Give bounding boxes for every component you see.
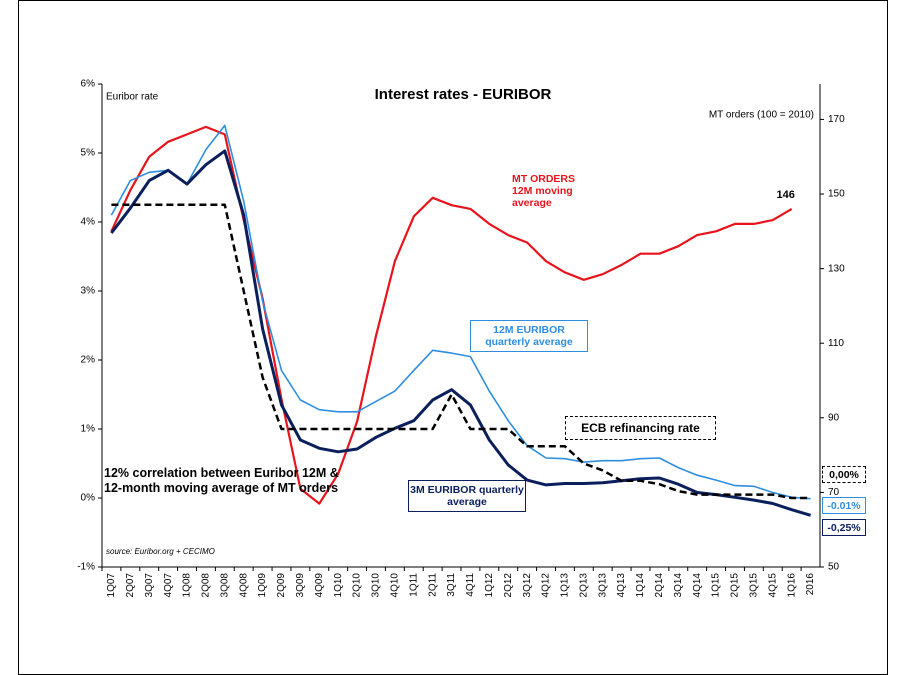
- x-tick-label: 4Q14: [692, 573, 703, 598]
- y-tick-label: 1%: [81, 424, 96, 435]
- y2-tick-label: 110: [828, 338, 844, 349]
- x-tick-label: 1Q14: [635, 573, 646, 598]
- series-label: MT ORDERS 12M moving average: [512, 173, 575, 209]
- x-tick-label: 3Q11: [446, 573, 457, 597]
- x-tick-label: 3Q13: [597, 573, 608, 598]
- y-tick-label: -1%: [77, 562, 95, 573]
- x-tick-label: 4Q13: [616, 573, 627, 598]
- x-tick-label: 4Q08: [238, 573, 249, 598]
- x-tick-label: 2016: [805, 573, 816, 596]
- series-label: ECB refinancing rate: [565, 416, 716, 440]
- x-tick-label: 3Q07: [144, 573, 155, 598]
- x-tick-label: 2Q15: [730, 573, 741, 598]
- x-tick-label: 1Q13: [560, 573, 571, 598]
- y-tick-label: 6%: [81, 79, 96, 90]
- x-tick-label: 4Q09: [314, 573, 325, 598]
- y-tick-label: 5%: [81, 148, 96, 159]
- series-line: [111, 203, 811, 500]
- chart-title: Interest rates - EURIBOR: [375, 86, 552, 103]
- series-label: 12M EURIBOR quarterly average: [470, 320, 588, 352]
- series-line: [110, 125, 793, 505]
- x-tick-label: 2Q09: [276, 573, 287, 598]
- source: source: Euribor.org + CECIMO: [106, 547, 215, 556]
- x-tick-label: 2Q13: [578, 573, 589, 598]
- y2-tick-label: 50: [828, 562, 840, 573]
- x-tick-label: 3Q12: [522, 573, 533, 598]
- x-tick-label: 1Q07: [106, 573, 117, 598]
- x-tick-label: 1Q15: [711, 573, 722, 598]
- series-line: [110, 124, 811, 500]
- y-tick-label: 3%: [81, 286, 96, 297]
- x-tick-label: 4Q07: [163, 573, 174, 598]
- x-tick-label: 3Q10: [371, 573, 382, 598]
- x-tick-label: 3Q14: [673, 573, 684, 598]
- end-value-label: 0,00%: [822, 466, 866, 483]
- y-axis-label: Euribor rate: [106, 92, 159, 103]
- x-tick-label: 4Q10: [390, 573, 401, 598]
- x-tick-label: 1Q08: [182, 573, 193, 598]
- x-tick-label: 2Q14: [654, 573, 665, 598]
- end-value-label: -0.01%: [822, 497, 866, 514]
- y-tick-label: 2%: [81, 355, 96, 366]
- x-tick-label: 1Q09: [257, 573, 268, 598]
- end-value-label: -0,25%: [822, 519, 866, 536]
- x-tick-label: 2Q08: [201, 573, 212, 598]
- x-tick-label: 3Q09: [295, 573, 306, 598]
- x-tick-label: 2Q11: [427, 573, 438, 597]
- end-value-label: 146: [776, 189, 794, 201]
- x-tick-label: 2Q12: [503, 573, 514, 598]
- y2-tick-label: 170: [828, 114, 845, 125]
- x-tick-label: 1Q12: [484, 573, 495, 598]
- x-tick-label: 3Q15: [749, 573, 760, 598]
- y2-tick-label: 150: [828, 189, 845, 200]
- x-tick-label: 1Q11: [408, 573, 419, 597]
- x-tick-label: 4Q15: [767, 573, 778, 598]
- y2-tick-label: 130: [828, 263, 845, 274]
- y-tick-label: 4%: [81, 217, 96, 228]
- x-tick-label: 3Q08: [219, 573, 230, 598]
- y2-axis-label: MT orders (100 = 2010): [709, 110, 814, 121]
- note: 12% correlation between Euribor 12M & 12…: [104, 466, 339, 495]
- x-tick-label: 2Q07: [125, 573, 136, 598]
- y2-tick-label: 90: [828, 412, 840, 423]
- x-tick-label: 1Q10: [333, 573, 344, 598]
- x-tick-label: 1Q16: [786, 573, 797, 598]
- x-tick-label: 4Q12: [541, 573, 552, 598]
- series-label: 3M EURIBOR quarterly average: [408, 480, 526, 512]
- y-tick-label: 0%: [81, 493, 96, 504]
- series-line: [110, 149, 812, 517]
- frame: [18, 0, 888, 675]
- x-tick-label: 2Q10: [352, 573, 363, 598]
- x-tick-label: 4Q11: [465, 573, 476, 597]
- y2-tick-label: 70: [828, 487, 840, 498]
